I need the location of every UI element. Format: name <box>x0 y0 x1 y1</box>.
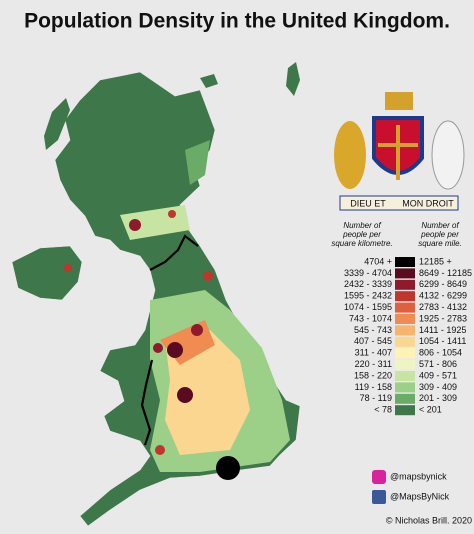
shetland <box>286 62 300 96</box>
legend-mile-label: < 201 <box>419 405 442 415</box>
orkney <box>200 74 218 88</box>
northern-ireland <box>11 245 83 301</box>
coat-of-arms: DIEU ET MON DROIT <box>334 92 465 211</box>
legend-swatch <box>395 291 415 302</box>
legend-mile-label: 1411 - 1925 <box>419 325 466 335</box>
legend-km-label: 220 - 311 <box>355 359 392 369</box>
legend-header-km: people per <box>342 230 381 239</box>
newcastle <box>203 271 213 281</box>
instagram-handle: @mapsbynick <box>390 471 447 481</box>
legend-mile-label: 12185 + <box>419 256 452 266</box>
london <box>216 456 240 480</box>
liverpool <box>153 343 163 353</box>
legend-swatch <box>395 371 415 381</box>
legend-km-label: 545 - 743 <box>354 325 392 335</box>
legend-header-mile: people per <box>420 230 459 239</box>
legend-km-label: 743 - 1074 <box>349 313 392 323</box>
legend-header-km: Number of <box>343 221 381 230</box>
legend-mile-label: 201 - 309 <box>419 393 457 403</box>
facebook-handle: @MapsByNick <box>390 491 450 501</box>
legend-km-label: 78 - 119 <box>360 393 392 403</box>
legend-km-label: 119 - 158 <box>355 382 392 392</box>
legend-swatch <box>395 359 415 370</box>
motto: MON DROIT <box>402 198 454 208</box>
bristol <box>155 445 165 455</box>
legend-km-label: 407 - 545 <box>354 336 392 346</box>
east-coast <box>185 140 210 185</box>
legend-mile-label: 1054 - 1411 <box>419 336 466 346</box>
legend-km-label: 3339 - 4704 <box>344 268 392 278</box>
legend-header-mile: square mile. <box>418 239 462 248</box>
birmingham <box>177 387 193 403</box>
legend-swatch <box>395 314 415 324</box>
motto-scroll <box>339 195 459 211</box>
legend-mile-label: 2783 - 4132 <box>419 302 467 312</box>
facebook-icon <box>372 490 386 504</box>
map <box>11 62 301 527</box>
legend-swatch <box>395 325 415 336</box>
edinburgh <box>168 210 176 218</box>
outer-hebrides <box>44 98 70 150</box>
legend-km-label: 158 - 220 <box>354 370 392 380</box>
legend-mile-label: 571 - 806 <box>419 359 457 369</box>
legend-swatch <box>395 348 415 359</box>
legend-mile-label: 309 - 409 <box>419 382 457 392</box>
lion <box>334 121 366 189</box>
legend-km-label: < 78 <box>374 405 392 415</box>
crown <box>385 92 413 110</box>
scotland-border <box>149 234 199 271</box>
legend-mile-label: 1925 - 2783 <box>419 313 467 323</box>
legend-swatch <box>395 302 415 313</box>
title: Population Density in the United Kingdom… <box>24 10 450 33</box>
legend-km-label: 2432 - 3339 <box>344 279 392 289</box>
legend-swatch <box>395 279 415 290</box>
legend-swatch <box>395 268 415 279</box>
legend-header-km: square kilometre. <box>331 239 392 248</box>
legend-km-label: 1074 - 1595 <box>344 302 392 312</box>
belfast <box>64 264 72 272</box>
legend-mile-label: 4132 - 6299 <box>419 291 467 301</box>
legend-km-label: 311 - 407 <box>355 348 392 358</box>
copyright: © Nicholas Brill. 2020 <box>386 515 472 525</box>
legend-swatch <box>395 382 415 393</box>
legend-km-label: 1595 - 2432 <box>344 291 392 301</box>
legend-mile-label: 8649 - 12185 <box>419 268 472 278</box>
instagram-icon <box>372 470 386 484</box>
motto: DIEU ET <box>350 198 386 208</box>
legend-header-mile: Number of <box>421 221 459 230</box>
legend-swatch <box>395 405 415 416</box>
unicorn <box>431 120 465 190</box>
legend-swatch <box>395 257 415 267</box>
legend-mile-label: 409 - 571 <box>419 370 457 380</box>
wales-border <box>140 359 154 446</box>
leeds <box>191 324 203 336</box>
legend-mile-label: 6299 - 8649 <box>419 279 467 289</box>
manchester <box>167 342 183 358</box>
glasgow <box>129 219 141 231</box>
shield-cross <box>378 125 418 180</box>
legend-swatch <box>395 393 415 404</box>
legend-km-label: 4704 + <box>364 256 392 266</box>
legend-swatch <box>395 336 415 347</box>
legend-mile-label: 806 - 1054 <box>419 348 462 358</box>
